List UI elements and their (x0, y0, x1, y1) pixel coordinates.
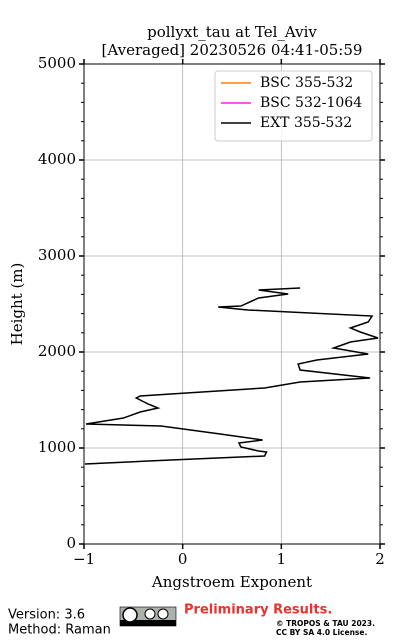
x-tick-label: 1 (277, 550, 287, 568)
legend-label: BSC 532-1064 (260, 95, 362, 111)
y-tick-label: 1000 (38, 438, 76, 456)
y-tick-label: 0 (66, 534, 76, 552)
x-tick-label: −1 (73, 550, 95, 568)
chart-subtitle: [Averaged] 20230526 04:41-05:59 (102, 41, 363, 59)
legend-box (214, 70, 373, 142)
legend-label: BSC 355-532 (260, 75, 353, 91)
legend-label: EXT 355-532 (260, 115, 352, 131)
profile-line (84, 287, 379, 465)
cc-logo (119, 606, 177, 627)
y-tick-label: 4000 (38, 150, 76, 168)
y-tick-label: 3000 (38, 246, 76, 264)
plot-frame (83, 63, 381, 545)
chart-title: pollyxt_tau at Tel_Aviv (147, 23, 317, 41)
x-axis-label: Angstroem Exponent (151, 573, 312, 591)
preliminary-note: Preliminary Results. (184, 603, 332, 618)
version: Version: 3.6 (8, 608, 85, 623)
y-tick-label: 2000 (38, 342, 76, 360)
y-axis-label: Height (m) (8, 263, 26, 346)
method: Method: Raman (8, 623, 111, 638)
x-tick-label: 2 (375, 550, 385, 568)
y-tick-label: 5000 (38, 54, 76, 72)
license: CC BY SA 4.0 License. (276, 628, 367, 637)
copyright: © TROPOS & TAU 2023. (276, 619, 375, 628)
x-tick-label: 0 (178, 550, 188, 568)
